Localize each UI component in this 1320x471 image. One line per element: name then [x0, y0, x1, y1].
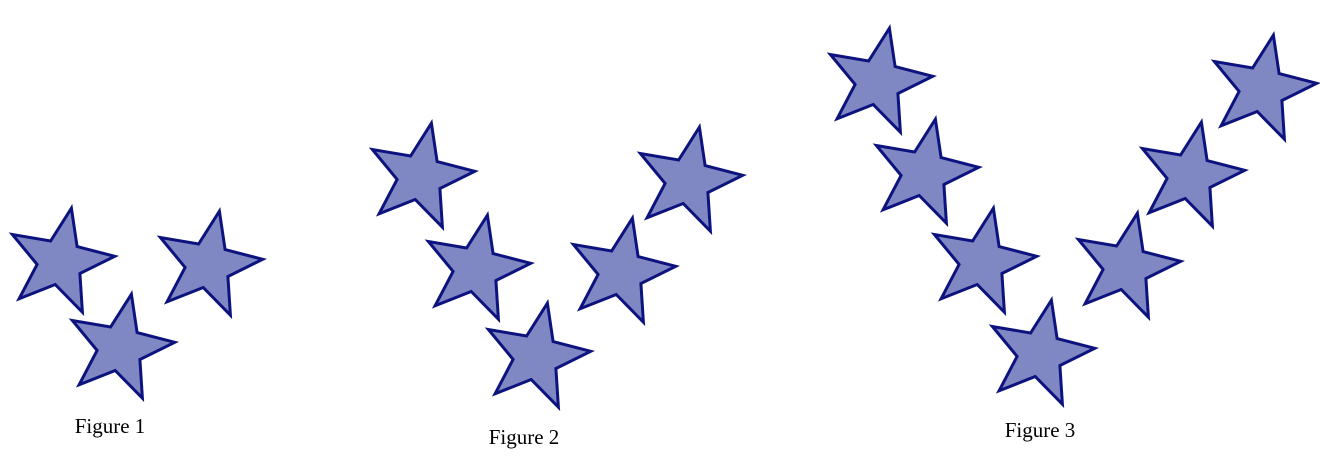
- star-icon: [1074, 208, 1185, 322]
- star-icon: [8, 203, 119, 317]
- star-icon: [1138, 117, 1249, 231]
- figure-2: [368, 118, 747, 412]
- figure-1-caption: Figure 1: [75, 414, 146, 438]
- star-icon: [930, 203, 1041, 317]
- star-icon: [988, 295, 1099, 409]
- star-icon: [368, 118, 479, 232]
- star-icon: [569, 213, 680, 327]
- star-icon: [636, 122, 747, 236]
- star-icon: [424, 210, 535, 324]
- star-icon: [872, 114, 983, 228]
- star-icon: [156, 206, 267, 320]
- star-icon: [1210, 30, 1320, 144]
- figure-2-caption: Figure 2: [489, 425, 560, 449]
- star-icon: [68, 289, 179, 403]
- star-icon: [484, 298, 595, 412]
- figure-3: [826, 23, 1320, 409]
- star-icon: [826, 23, 937, 137]
- figure-1: [8, 203, 267, 403]
- figure-3-caption: Figure 3: [1005, 418, 1076, 442]
